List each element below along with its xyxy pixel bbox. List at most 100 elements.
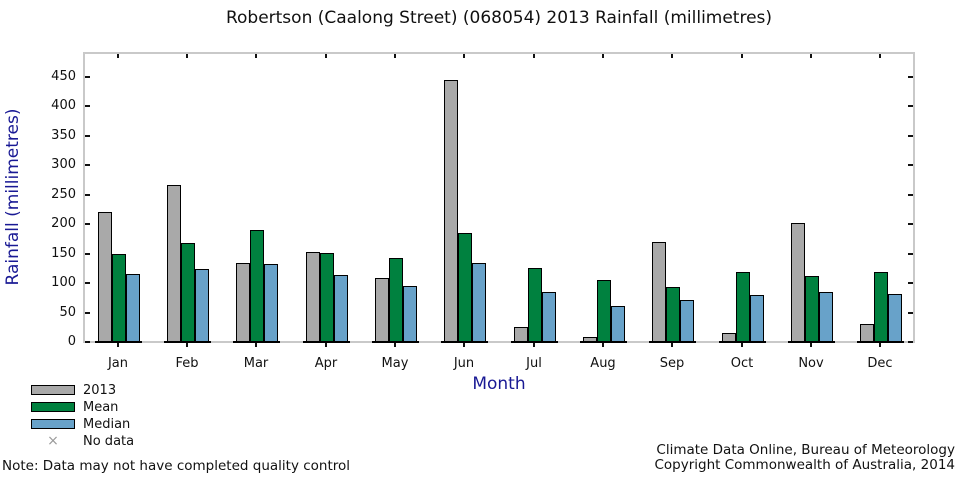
month-tick-top: [186, 54, 188, 58]
y-tick-left: [85, 76, 90, 78]
month-tick-top: [533, 54, 535, 58]
bar-2013-may: [375, 278, 389, 342]
legend-label: 2013: [83, 382, 117, 398]
month-label-feb: Feb: [175, 356, 199, 371]
quality-note: Note: Data may not have completed qualit…: [2, 458, 351, 474]
axis-right: [913, 52, 915, 343]
bar-2013-sep: [652, 242, 666, 342]
y-tick-left: [85, 312, 90, 314]
y-tick-right: [908, 194, 913, 196]
bar-2013-jul: [514, 327, 528, 342]
month-tick-top: [741, 54, 743, 58]
bar-median-jan: [126, 274, 140, 342]
bar-2013-aug: [583, 337, 597, 342]
bar-2013-feb: [167, 185, 181, 342]
y-tick-left: [85, 223, 90, 225]
legend-item-median: Median: [31, 416, 130, 432]
bar-median-feb: [195, 269, 209, 342]
month-label-mar: Mar: [243, 356, 269, 371]
bar-median-nov: [819, 292, 833, 342]
y-axis-label: Rainfall (millimetres): [3, 108, 23, 286]
axis-left: [83, 52, 85, 343]
group-baseline: [95, 341, 142, 343]
y-tick-label: 300: [51, 157, 76, 172]
bar-2013-apr: [306, 252, 320, 342]
axis-top: [83, 52, 915, 54]
bar-median-may: [403, 286, 417, 342]
group-baseline: [719, 341, 766, 343]
group-baseline: [303, 341, 350, 343]
bar-mean-sep: [666, 287, 680, 342]
month-tick-top: [671, 54, 673, 58]
axis-bottom: [83, 341, 915, 343]
y-tick-left: [85, 105, 90, 107]
legend-item-no-data: × No data: [31, 433, 134, 449]
month-tick-bottom: [671, 343, 673, 347]
bar-median-aug: [611, 306, 625, 342]
y-tick-right: [908, 76, 913, 78]
month-tick-bottom: [394, 343, 396, 347]
y-tick-label: 200: [51, 216, 76, 231]
group-baseline: [233, 341, 280, 343]
y-tick-label: 400: [51, 98, 76, 113]
legend-item-2013: 2013: [31, 382, 116, 398]
y-tick-left: [85, 135, 90, 137]
month-label-apr: Apr: [314, 356, 338, 371]
legend-item-mean: Mean: [31, 399, 118, 415]
month-tick-bottom: [533, 343, 535, 347]
month-tick-bottom: [325, 343, 327, 347]
legend-swatch: [31, 419, 75, 429]
legend-swatch: [31, 402, 75, 412]
group-baseline: [441, 341, 488, 343]
month-label-jul: Jul: [526, 356, 542, 371]
y-tick-left: [85, 164, 90, 166]
month-tick-bottom: [463, 343, 465, 347]
group-baseline: [372, 341, 419, 343]
bar-median-dec: [888, 294, 902, 342]
group-baseline: [164, 341, 211, 343]
month-tick-bottom: [255, 343, 257, 347]
month-tick-bottom: [186, 343, 188, 347]
group-baseline: [788, 341, 835, 343]
group-baseline: [649, 341, 696, 343]
month-label-aug: Aug: [590, 356, 616, 371]
bar-mean-may: [389, 258, 403, 342]
y-tick-right: [908, 135, 913, 137]
group-baseline: [580, 341, 627, 343]
y-tick-label: 50: [59, 305, 76, 320]
month-tick-bottom: [117, 343, 119, 347]
month-tick-top: [394, 54, 396, 58]
y-tick-right: [908, 312, 913, 314]
chart-title: Robertson (Caalong Street) (068054) 2013…: [225, 8, 773, 28]
legend-label: No data: [83, 433, 135, 449]
bar-mean-apr: [320, 253, 334, 342]
y-tick-left: [85, 253, 90, 255]
y-tick-right: [908, 164, 913, 166]
y-tick-right: [908, 282, 913, 284]
y-tick-left: [85, 282, 90, 284]
bar-2013-oct: [722, 333, 736, 342]
month-tick-top: [879, 54, 881, 58]
no-data-x-icon: ×: [47, 433, 59, 449]
bar-median-sep: [680, 300, 694, 342]
month-tick-top: [117, 54, 119, 58]
bar-median-apr: [334, 275, 348, 342]
bar-2013-dec: [860, 324, 874, 342]
bar-mean-nov: [805, 276, 819, 342]
y-tick-left: [85, 341, 90, 343]
month-tick-bottom: [879, 343, 881, 347]
bar-mean-feb: [181, 243, 195, 342]
month-label-may: May: [381, 356, 409, 371]
month-tick-bottom: [741, 343, 743, 347]
bar-2013-nov: [791, 223, 805, 342]
y-tick-label: 150: [51, 246, 76, 261]
plot-area: [83, 52, 915, 343]
month-label-sep: Sep: [659, 356, 685, 371]
bar-2013-mar: [236, 263, 250, 342]
bar-mean-mar: [250, 230, 264, 342]
month-label-dec: Dec: [867, 356, 893, 371]
bar-mean-dec: [874, 272, 888, 342]
bar-mean-jan: [112, 254, 126, 342]
bar-median-mar: [264, 264, 278, 342]
